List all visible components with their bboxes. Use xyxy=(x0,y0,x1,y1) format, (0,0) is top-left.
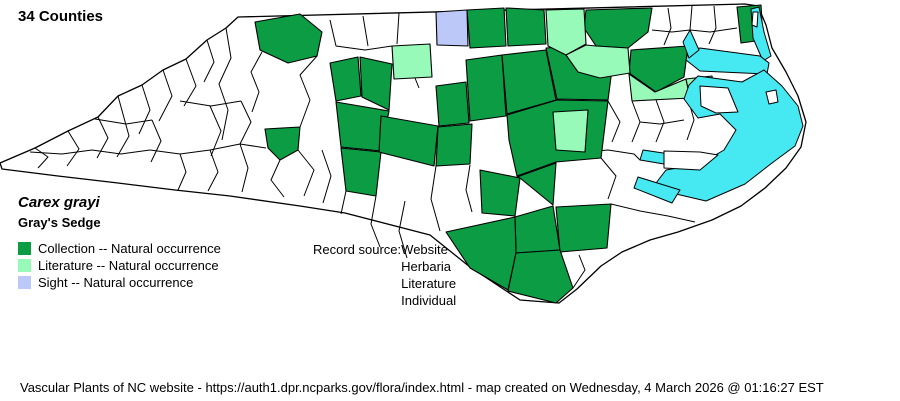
county-shape-collection xyxy=(507,249,574,304)
county-shape-collection xyxy=(466,7,507,49)
county-shape-collection xyxy=(505,7,547,47)
record-source-values: Website Herbaria Literature Individual xyxy=(401,241,456,309)
county-border-line xyxy=(150,119,162,163)
legend: Collection -- Natural occurrence Literatu… xyxy=(18,240,221,291)
county-border-line xyxy=(297,149,315,197)
record-source-value: Herbaria xyxy=(401,259,452,274)
nc-county-map xyxy=(0,3,807,304)
county-border-line xyxy=(138,84,151,135)
record-source-label: Record source: xyxy=(313,242,402,257)
county-border-line xyxy=(299,55,318,128)
county-border-line xyxy=(689,5,693,31)
county-border-line xyxy=(655,99,665,143)
county-border-line xyxy=(465,164,473,213)
water-body xyxy=(633,176,681,204)
legend-item: Sight -- Natural occurrence xyxy=(18,274,221,290)
county-border-line xyxy=(94,118,153,125)
county-shape-collection xyxy=(254,13,323,64)
county-border-line xyxy=(398,200,408,259)
record-source-value: Website xyxy=(401,242,448,257)
county-shape-collection xyxy=(264,126,301,161)
water-body xyxy=(682,29,700,59)
county-border-line xyxy=(610,203,696,223)
county-border-line xyxy=(607,100,621,143)
county-border-line xyxy=(708,5,717,45)
nc-map-svg xyxy=(0,3,807,304)
legend-item: Collection -- Natural occurrence xyxy=(18,240,221,256)
county-border-line xyxy=(209,105,222,157)
county-border-line xyxy=(250,51,263,113)
collection-swatch-icon xyxy=(18,241,31,255)
county-border-line xyxy=(218,27,232,141)
county-shape-literature xyxy=(565,44,631,79)
county-border-line xyxy=(362,15,369,47)
county-shape-collection xyxy=(555,203,612,253)
county-shape-collection xyxy=(329,56,362,102)
county-border-line xyxy=(335,45,393,51)
county-border-line xyxy=(663,7,672,46)
legend-item: Literature -- Natural occurrence xyxy=(18,257,221,273)
county-shape-collection xyxy=(378,115,439,167)
county-border-line xyxy=(572,254,586,289)
county-border-line xyxy=(239,100,252,145)
county-border-line xyxy=(34,147,49,169)
county-border-line xyxy=(66,130,80,167)
county-border-line xyxy=(600,157,617,200)
water-body xyxy=(685,47,770,75)
county-border-line xyxy=(396,12,400,45)
county-shape-collection xyxy=(479,169,521,217)
county-border-line xyxy=(116,95,130,158)
county-border-line xyxy=(177,153,187,191)
county-shape-collection xyxy=(516,162,557,206)
island-shape xyxy=(699,85,739,114)
county-border-line xyxy=(370,195,381,248)
species-scientific-name: Carex grayi xyxy=(18,194,100,211)
island-shape xyxy=(765,89,779,105)
county-border-line xyxy=(270,159,285,198)
county-border-line xyxy=(29,149,151,155)
county-shape-collection xyxy=(340,147,382,197)
county-border-line xyxy=(158,69,173,122)
county-border-line xyxy=(321,149,332,204)
county-shape-sight xyxy=(435,9,469,47)
county-border-line xyxy=(430,165,441,232)
county-border-line xyxy=(239,143,249,193)
county-shape-collection xyxy=(435,123,473,167)
county-border-line xyxy=(329,19,337,47)
sight-swatch-icon xyxy=(18,275,31,289)
county-shape-collection xyxy=(359,56,393,111)
county-border-line xyxy=(203,39,215,83)
legend-item-label: Collection -- Natural occurrence xyxy=(38,240,221,256)
island-shape xyxy=(751,11,759,28)
county-border-line xyxy=(639,119,685,125)
record-source-value: Literature xyxy=(401,276,457,291)
county-border-line xyxy=(207,149,219,192)
legend-item-label: Literature -- Natural occurrence xyxy=(38,257,219,273)
county-shape-literature xyxy=(552,109,589,153)
county-shape-collection xyxy=(465,54,507,122)
county-border-line xyxy=(179,100,242,107)
record-source-block: Record source: Website Herbaria Literature… xyxy=(313,241,456,309)
county-shape-collection xyxy=(435,81,470,127)
species-block: Carex grayi Gray's Sedge xyxy=(18,194,101,230)
island-shape xyxy=(663,150,719,171)
county-shape-literature xyxy=(391,43,433,80)
literature-swatch-icon xyxy=(18,258,31,272)
footer-credit-text: Vascular Plants of NC website - https://… xyxy=(20,380,824,395)
species-common-name: Gray's Sedge xyxy=(18,215,101,230)
county-border-line xyxy=(340,190,347,215)
county-border-line xyxy=(183,58,197,107)
legend-item-label: Sight -- Natural occurrence xyxy=(38,274,194,290)
record-source-value: Individual xyxy=(401,293,457,308)
county-count-title: 34 Counties xyxy=(18,8,104,25)
